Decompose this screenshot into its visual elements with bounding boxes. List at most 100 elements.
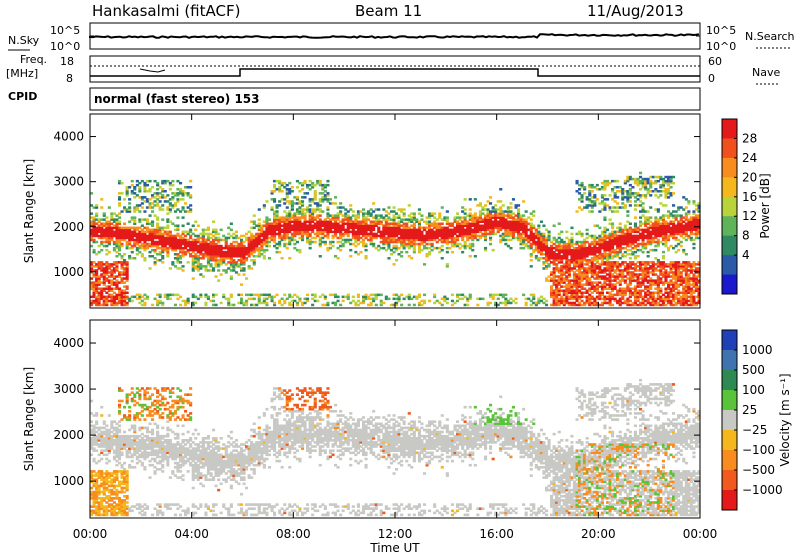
power-cell [618, 248, 622, 252]
power-cell [323, 183, 327, 187]
power-cell [435, 226, 439, 230]
power-cell [110, 289, 114, 292]
power-cell [323, 196, 327, 199]
power-cell [176, 194, 180, 197]
power-cell [445, 232, 449, 236]
power-cell [504, 220, 508, 223]
power-cell [303, 208, 307, 211]
power-cell [575, 259, 579, 262]
power-cell [423, 238, 427, 242]
power-cell [478, 214, 482, 217]
power-cell [428, 220, 432, 223]
power-cell [384, 236, 388, 240]
power-cell [133, 220, 137, 223]
power-cell [562, 301, 566, 305]
power-cell [166, 255, 170, 258]
power-cell [140, 206, 144, 209]
power-cell [623, 190, 627, 193]
power-cell [112, 277, 116, 280]
power-cell [644, 273, 648, 276]
power-cell [318, 208, 322, 211]
power-cell [222, 295, 226, 299]
power-cell [400, 236, 404, 240]
power-cell [90, 192, 94, 195]
power-cell [458, 246, 462, 250]
power-cell [145, 183, 149, 187]
power-cell [400, 230, 404, 234]
power-cell [158, 200, 162, 203]
power-cell [107, 250, 111, 254]
power-cell [95, 226, 99, 230]
power-cell [628, 293, 632, 297]
power-cell [423, 236, 427, 240]
power-cell [143, 181, 147, 185]
power-cell [240, 248, 244, 252]
power-cell [255, 244, 259, 248]
power-cell [567, 295, 571, 299]
power-cell [194, 259, 198, 262]
power-cell [664, 234, 668, 238]
power-cell [618, 297, 622, 301]
power-cell [580, 253, 584, 256]
power-cell [412, 250, 416, 254]
power-cell [176, 208, 180, 211]
power-cell [377, 228, 381, 232]
power-cell [606, 244, 610, 248]
power-cell [562, 279, 566, 282]
power-cell [377, 234, 381, 238]
power-cell [262, 257, 266, 260]
power-cell [313, 295, 317, 299]
power-cell [613, 299, 617, 303]
power-cell [519, 226, 523, 230]
power-cell [280, 224, 284, 227]
power-cell [107, 242, 111, 246]
power-cell [603, 301, 607, 305]
power-cell [491, 295, 495, 299]
power-cell [339, 236, 343, 240]
power-cell [456, 228, 460, 232]
power-cell [308, 200, 312, 203]
power-cell [631, 186, 635, 189]
power-cell [590, 291, 594, 294]
power-cell [527, 216, 531, 219]
power-cell [611, 222, 615, 225]
power-cell [501, 204, 505, 207]
power-cell [567, 242, 571, 246]
power-cell [659, 271, 663, 274]
power-cell [631, 277, 635, 280]
power-cell [656, 210, 660, 213]
power-cell [466, 244, 470, 248]
power-cell [585, 236, 589, 240]
power-cell [245, 301, 249, 305]
power-cell [90, 295, 94, 299]
power-cell [646, 188, 650, 191]
power-cell [303, 228, 307, 232]
power-cell [107, 206, 111, 209]
power-cell [494, 214, 498, 217]
power-cell [128, 246, 132, 250]
power-cell [649, 181, 653, 185]
power-cell [555, 240, 559, 244]
power-cell [234, 271, 238, 274]
power-cell [402, 214, 406, 217]
power-cell [374, 224, 378, 227]
power-cell [651, 279, 655, 282]
power-cell [270, 222, 274, 225]
power-cell [112, 212, 116, 215]
power-cell [339, 224, 343, 227]
power-cell [486, 212, 490, 215]
power-cell [161, 238, 165, 242]
power-cell [478, 224, 482, 227]
power-cell [369, 303, 373, 307]
power-cell [336, 257, 340, 260]
power-cell [585, 228, 589, 232]
power-cell [273, 216, 277, 219]
power-cell [232, 244, 236, 248]
power-cell [339, 303, 343, 307]
power-cell [667, 287, 671, 290]
power-cell [118, 226, 122, 230]
power-cell [567, 259, 571, 262]
power-cell [123, 295, 127, 299]
power-cell [456, 212, 460, 215]
power-cell [339, 244, 343, 248]
